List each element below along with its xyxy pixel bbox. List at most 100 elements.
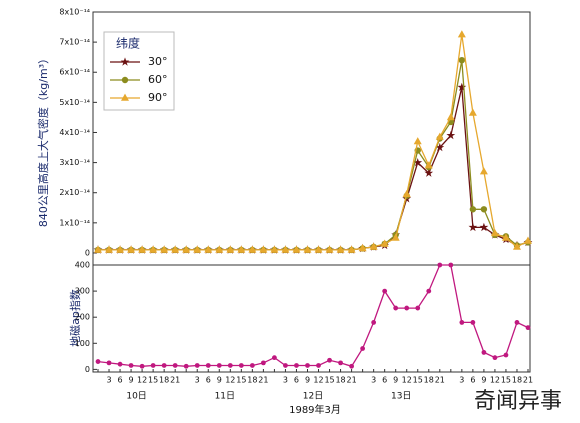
y-tick-label: 300: [75, 287, 90, 296]
marker: [349, 363, 354, 369]
x-tick-label: 12: [402, 376, 412, 385]
x-tick-label: 15: [324, 376, 334, 385]
marker: [393, 305, 399, 311]
y-tick-label: 4x10⁻¹⁴: [59, 128, 90, 137]
marker: [139, 363, 145, 369]
marker: [281, 245, 290, 253]
marker: [524, 236, 532, 244]
y-tick-label: 2x10⁻¹⁴: [59, 188, 90, 197]
x-tick-label: 18: [159, 376, 169, 385]
marker: [424, 161, 433, 169]
marker: [215, 245, 224, 253]
y-tick-label: 5x10⁻¹⁴: [59, 98, 90, 107]
marker: [270, 245, 279, 253]
marker: [193, 245, 202, 253]
marker: [259, 245, 268, 253]
y-tick-label: 200: [75, 313, 90, 322]
marker: [512, 242, 521, 250]
y-tick-label: 7x10⁻¹⁴: [59, 38, 90, 47]
marker: [305, 363, 310, 368]
x-tick-label: 21: [346, 376, 356, 385]
marker: [459, 320, 465, 325]
legend-label: 60°: [148, 73, 168, 86]
marker: [120, 57, 130, 66]
x-tick-label: 6: [470, 376, 475, 385]
marker: [227, 363, 233, 368]
marker: [380, 239, 389, 247]
x-tick-label: 3: [459, 376, 464, 385]
marker: [128, 363, 134, 368]
marker: [435, 142, 445, 152]
marker: [121, 93, 129, 101]
x-tick-label: 21: [435, 376, 445, 385]
x-tick-label: 3: [195, 376, 200, 385]
marker: [161, 363, 167, 368]
marker: [426, 288, 432, 294]
marker: [94, 245, 102, 253]
marker: [105, 245, 114, 253]
legend-label: 90°: [148, 91, 168, 104]
marker: [490, 228, 499, 237]
x-tick-label: 6: [118, 376, 123, 385]
legend-box: [103, 31, 175, 111]
marker: [149, 245, 158, 253]
x-tick-label: 12: [137, 376, 147, 385]
marker: [237, 245, 246, 253]
marker: [194, 363, 200, 368]
marker: [249, 363, 255, 368]
x-tick-label: 18: [512, 376, 522, 385]
marker: [150, 363, 156, 368]
y-tick-label: 0: [85, 248, 90, 257]
marker: [171, 245, 180, 253]
marker: [479, 222, 489, 232]
marker: [358, 244, 367, 252]
marker: [479, 167, 488, 175]
marker: [138, 245, 147, 253]
marker: [469, 206, 477, 213]
x-tick-label: 12: [225, 376, 235, 385]
day-label: 12日: [303, 391, 323, 402]
marker: [458, 56, 466, 64]
marker: [404, 305, 410, 311]
x-tick-label: 6: [382, 376, 387, 385]
marker: [260, 360, 266, 366]
marker: [327, 357, 332, 363]
marker: [360, 346, 366, 351]
marker: [283, 363, 288, 368]
x-tick-label: 21: [170, 376, 180, 385]
marker: [446, 130, 456, 140]
series-line: [97, 264, 529, 368]
marker: [183, 363, 189, 369]
marker: [371, 320, 377, 325]
bottom-frame: [92, 264, 531, 373]
marker: [415, 305, 421, 311]
y-tick-label: 1x10⁻¹⁴: [59, 218, 90, 227]
y-tick-label: 6x10⁻¹⁴: [59, 68, 90, 77]
x-tick-label: 9: [129, 376, 134, 385]
marker: [402, 189, 411, 198]
x-tick-label: 18: [335, 376, 345, 385]
x-axis-label: 1989年3月: [289, 403, 341, 416]
y-tick-label: 100: [75, 339, 90, 348]
marker: [338, 360, 343, 366]
marker: [160, 245, 169, 253]
marker: [172, 363, 178, 368]
marker: [525, 325, 531, 331]
marker: [116, 245, 125, 253]
marker: [347, 245, 356, 253]
legend-label: 30°: [148, 55, 168, 68]
marker: [435, 132, 444, 140]
x-tick-label: 9: [393, 376, 398, 385]
marker: [325, 245, 334, 253]
y-tick-label: 0: [85, 365, 90, 374]
marker: [446, 113, 455, 121]
x-tick-label: 15: [236, 376, 246, 385]
x-tick-label: 18: [247, 376, 257, 385]
day-label: 11日: [215, 391, 235, 402]
marker: [470, 320, 476, 325]
marker: [238, 363, 244, 368]
marker: [503, 352, 509, 358]
marker: [226, 245, 235, 253]
marker: [205, 363, 211, 368]
